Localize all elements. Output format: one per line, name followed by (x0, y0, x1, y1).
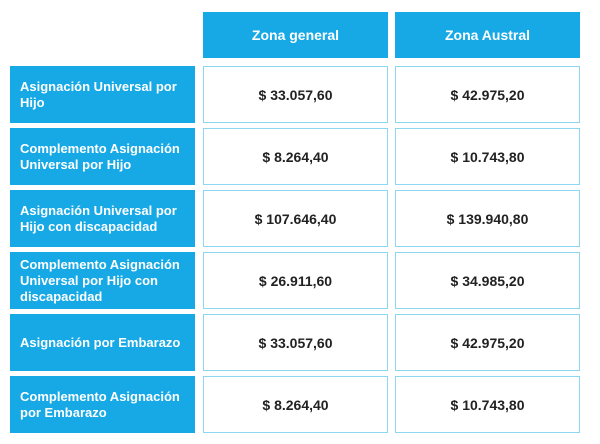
column-header-zona-austral: Zona Austral (395, 12, 580, 58)
cell-complemento-auh-discapacidad-zona-general: $ 26.911,60 (203, 252, 388, 309)
cell-auh-discapacidad-zona-austral: $ 139.940,80 (395, 190, 580, 247)
cell-complemento-embarazo-zona-austral: $ 10.743,80 (395, 376, 580, 433)
cell-asignacion-embarazo-zona-general: $ 33.057,60 (203, 314, 388, 371)
cell-auh-zona-general: $ 33.057,60 (203, 66, 388, 123)
row-label-complemento-auh-discapacidad: Complemento Asignación Universal por Hij… (10, 252, 195, 309)
cell-complemento-auh-discapacidad-zona-austral: $ 34.985,20 (395, 252, 580, 309)
column-header-zona-general: Zona general (203, 12, 388, 58)
row-label-auh-discapacidad: Asignación Universal por Hijo con discap… (10, 190, 195, 247)
cell-asignacion-embarazo-zona-austral: $ 42.975,20 (395, 314, 580, 371)
cell-complemento-auh-zona-general: $ 8.264,40 (203, 128, 388, 185)
cell-auh-discapacidad-zona-general: $ 107.646,40 (203, 190, 388, 247)
cell-auh-zona-austral: $ 42.975,20 (395, 66, 580, 123)
row-label-complemento-auh: Complemento Asignación Universal por Hij… (10, 128, 195, 185)
cell-complemento-auh-zona-austral: $ 10.743,80 (395, 128, 580, 185)
row-label-auh: Asignación Universal por Hijo (10, 66, 195, 123)
row-label-asignacion-embarazo: Asignación por Embarazo (10, 314, 195, 371)
cell-complemento-embarazo-zona-general: $ 8.264,40 (203, 376, 388, 433)
row-label-complemento-embarazo: Complemento Asignación por Embarazo (10, 376, 195, 433)
